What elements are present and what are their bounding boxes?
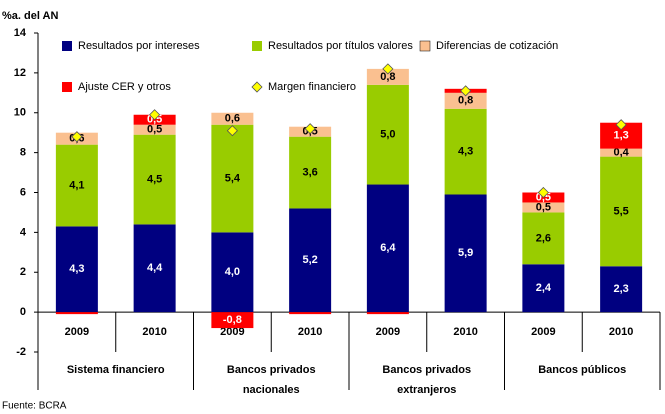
x-tick-label: 2010	[609, 326, 633, 338]
legend-marker	[251, 81, 263, 93]
data-label: 1,3	[613, 130, 628, 142]
data-label: 4,5	[147, 173, 162, 185]
bar-segment	[444, 108, 487, 195]
bar-segment	[211, 124, 254, 233]
bar-segment	[55, 144, 98, 227]
marker	[615, 119, 627, 131]
marker	[71, 131, 83, 143]
marker	[149, 109, 161, 121]
bar-segment	[444, 194, 487, 313]
legend-label: Ajuste CER y otros	[78, 81, 171, 93]
bar-segment	[55, 312, 98, 315]
bar-segment	[522, 212, 565, 265]
bar-segment	[600, 266, 643, 313]
legend-label: Margen financiero	[268, 81, 356, 93]
bar-segment	[289, 312, 332, 315]
group-label: Bancos privados	[382, 364, 471, 376]
bar-segment	[600, 156, 643, 267]
data-label: 4,3	[69, 263, 84, 275]
data-label: 4,4	[147, 262, 163, 274]
y-tick-label: 4	[20, 226, 27, 238]
bar-segment	[366, 184, 409, 313]
y-tick-label: 12	[14, 67, 26, 79]
data-label: 5,9	[458, 247, 473, 259]
legend-label: Resultados por intereses	[78, 40, 200, 52]
x-tick-label: 2009	[65, 326, 89, 338]
data-label: 4,1	[69, 179, 84, 191]
bar-segment	[600, 148, 643, 157]
data-label: 6,4	[380, 242, 396, 254]
marker	[382, 63, 394, 75]
marker	[304, 123, 316, 135]
bar-segment	[211, 112, 254, 125]
marker	[226, 125, 238, 137]
y-tick-label: -2	[16, 346, 26, 358]
y-tick-label: 2	[20, 266, 26, 278]
bar-segment	[522, 264, 565, 313]
data-label: 2,3	[613, 283, 628, 295]
legend-swatch	[62, 41, 72, 51]
x-tick-label: 2010	[453, 326, 477, 338]
data-label: 0,5	[536, 201, 551, 213]
y-tick-label: 10	[14, 107, 26, 119]
group-label: Bancos públicos	[538, 364, 626, 376]
x-tick-label: 2009	[531, 326, 555, 338]
group-label: extranjeros	[397, 384, 456, 396]
group-label: Sistema financiero	[67, 364, 165, 376]
legend-label: Resultados por títulos valores	[268, 40, 413, 52]
legend-label: Diferencias de cotización	[436, 40, 558, 52]
data-label: 5,5	[613, 205, 628, 217]
bar-segment	[366, 312, 409, 315]
marker	[460, 85, 472, 97]
x-tick-label: 2009	[220, 326, 244, 338]
bar-segment	[444, 92, 487, 109]
x-tick-label: 2010	[142, 326, 166, 338]
y-tick-label: 8	[20, 147, 26, 159]
data-label: 5,4	[225, 172, 241, 184]
bar-segment	[522, 202, 565, 213]
source: Fuente: BCRA	[2, 401, 67, 412]
y-tick-label: 0	[20, 306, 26, 318]
bar-segment	[133, 224, 176, 313]
x-tick-label: 2009	[376, 326, 400, 338]
y-tick-label: 6	[20, 186, 26, 198]
bar-segment	[289, 208, 332, 313]
data-label: 4,3	[458, 146, 473, 158]
group-label: Bancos privados	[227, 364, 316, 376]
marker	[537, 186, 549, 199]
bar-segment	[133, 124, 176, 135]
legend-swatch	[252, 41, 262, 51]
bar-segment	[366, 68, 409, 85]
data-label: 3,6	[302, 166, 317, 178]
group-label: nacionales	[243, 384, 300, 396]
data-label: 4,0	[225, 266, 240, 278]
bar-segment	[211, 312, 254, 329]
bar-segment	[133, 134, 176, 225]
data-label: 0,6	[225, 113, 240, 125]
bar-segment	[55, 226, 98, 313]
data-label: 0,4	[613, 147, 629, 159]
data-label: 0,8	[380, 71, 395, 83]
y-tick-label: 14	[14, 27, 27, 39]
legend-swatch	[62, 82, 72, 92]
legend-swatch	[419, 40, 431, 52]
bar-segment	[366, 84, 409, 185]
data-label: 0,5	[147, 124, 162, 136]
data-label: 2,6	[536, 232, 551, 244]
bar-segment	[211, 232, 254, 313]
bar-segment	[289, 136, 332, 209]
data-label: 5,2	[302, 254, 317, 266]
x-tick-label: 2010	[298, 326, 322, 338]
data-label: 0,8	[458, 95, 473, 107]
data-label: 5,0	[380, 129, 395, 141]
y-axis-label: %a. del AN	[2, 10, 58, 22]
data-label: -0,8	[223, 314, 242, 326]
data-label: 2,4	[536, 282, 552, 294]
